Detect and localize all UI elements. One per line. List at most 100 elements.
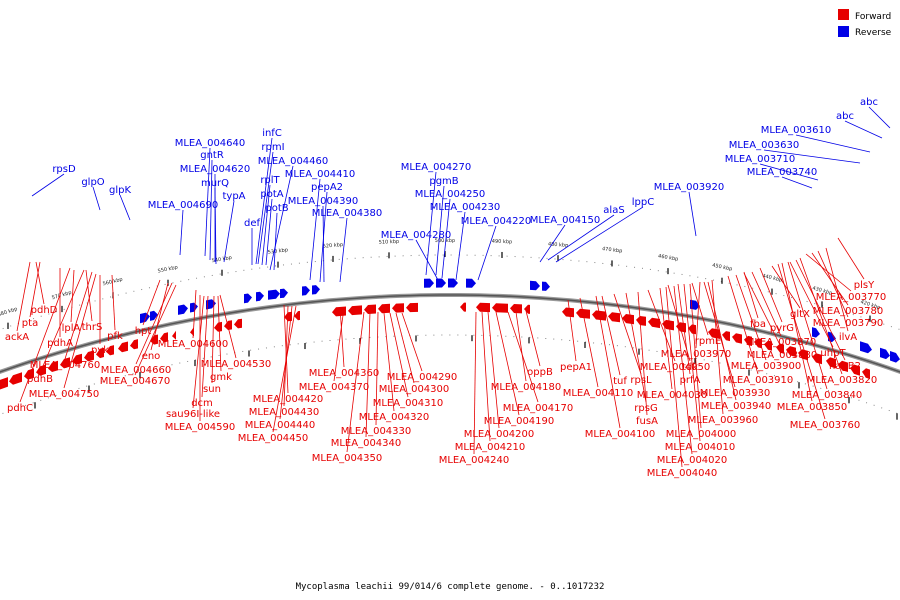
reverse-gene-arrow <box>280 288 288 299</box>
forward-gene-label: MLEA_003790 <box>813 318 884 329</box>
reverse-leader-line <box>339 217 348 283</box>
reverse-gene-label: MLEA_004390 <box>288 196 359 207</box>
reverse-gene-arrow <box>256 291 264 302</box>
legend-reverse-label: Reverse <box>855 28 892 38</box>
forward-gene-label: pyrG <box>770 323 794 334</box>
forward-gene-arrow <box>172 330 176 340</box>
reverse-gene-label: MLEA_003710 <box>725 154 796 165</box>
forward-leader-line <box>665 286 683 468</box>
forward-gene-label: tdk <box>682 362 698 373</box>
reverse-gene-label: MLEA_004230 <box>430 202 501 213</box>
forward-gene-label: MLEA_003930 <box>700 388 771 399</box>
forward-gene-arrow <box>476 302 490 313</box>
forward-leader-line <box>771 265 801 309</box>
forward-leader-line <box>711 279 724 415</box>
forward-gene-arrow <box>636 316 646 326</box>
reverse-gene-arrow <box>302 286 310 296</box>
reverse-gene-label: MLEA_003740 <box>747 167 818 178</box>
reverse-gene-label: glpK <box>109 185 131 196</box>
forward-leader-line <box>727 275 759 375</box>
forward-leader-line <box>613 293 642 375</box>
reverse-gene-arrow <box>812 327 820 338</box>
forward-leader-line <box>795 259 846 361</box>
forward-gene-label: MLEA_004210 <box>455 442 526 453</box>
forward-gene-arrow <box>798 349 808 361</box>
reverse-gene-label: MLEA_004380 <box>312 208 383 219</box>
forward-leader-line <box>134 284 177 376</box>
forward-gene-arrow <box>84 350 94 362</box>
forward-leader-line <box>743 271 759 319</box>
forward-gene-label: MLEA_004020 <box>657 455 728 466</box>
forward-leader-line <box>751 271 782 337</box>
tick-label: 440 kbp <box>762 273 783 284</box>
forward-leader-line <box>637 291 648 416</box>
forward-gene-label: MLEA_004450 <box>238 433 309 444</box>
forward-gene-label: eno <box>142 351 161 362</box>
forward-leader-line <box>777 263 826 420</box>
forward-gene-label: lplA <box>62 323 81 334</box>
forward-leader-line <box>365 311 371 438</box>
reverse-leader-line <box>688 191 697 237</box>
reverse-gene-label: MLEA_004620 <box>180 164 251 175</box>
forward-gene-arrow <box>862 368 870 380</box>
forward-leader-line <box>515 311 527 382</box>
forward-gene-label: prfA <box>680 375 701 386</box>
forward-leader-line <box>19 267 71 403</box>
forward-gene-arrow <box>106 345 114 356</box>
reverse-gene-label: gntR <box>200 150 224 161</box>
forward-leader-line <box>707 281 737 401</box>
reverse-gene-label: glpO <box>81 177 104 188</box>
forward-leader-line <box>759 267 783 323</box>
forward-gene-label: MLEA_004370 <box>299 382 370 393</box>
reverse-gene-label: abc <box>836 111 854 122</box>
forward-gene-label: MLEA_004320 <box>359 412 430 423</box>
forward-gene-label: MLEA_003840 <box>792 390 863 401</box>
reverse-gene-arrow <box>268 289 280 300</box>
forward-gene-arrow <box>96 347 104 359</box>
forward-gene-arrow <box>332 306 346 317</box>
reverse-leader-line <box>435 185 445 276</box>
forward-gene-arrow <box>130 339 138 350</box>
forward-leader-line <box>35 261 45 305</box>
reverse-leader-line <box>763 149 861 164</box>
reverse-leader-line <box>31 173 65 197</box>
reverse-gene-label: potB <box>265 203 288 214</box>
forward-gene-label: pdhA <box>47 338 73 349</box>
reverse-gene-arrow <box>530 280 540 291</box>
reverse-gene-arrow <box>244 293 252 304</box>
reverse-gene-label: MLEA_004410 <box>285 169 356 180</box>
reverse-gene-label: def <box>244 218 261 229</box>
tick-label: 540 kbp <box>211 255 232 264</box>
reverse-leader-line <box>257 151 274 265</box>
forward-gene-label: fba <box>750 319 766 330</box>
reverse-leader-line <box>844 120 883 139</box>
reverse-gene-label: rpsD <box>52 164 76 175</box>
forward-leader-line <box>735 274 767 361</box>
reverse-gene-arrow <box>436 278 446 288</box>
forward-leader-line <box>601 295 621 376</box>
forward-leader-line <box>787 261 828 390</box>
forward-leader-line <box>283 305 289 407</box>
legend-reverse-swatch <box>838 26 849 37</box>
forward-gene-label: rpsG <box>634 403 657 414</box>
forward-gene-label: MLEA_004420 <box>253 394 324 405</box>
reverse-leader-line <box>455 211 466 281</box>
forward-leader-line <box>192 289 197 339</box>
forward-gene-label: MLEA_004240 <box>439 455 510 466</box>
forward-gene-arrow <box>118 341 128 353</box>
inner-dotted-ring <box>0 334 900 415</box>
reverse-leader-line <box>781 176 813 189</box>
forward-gene-label: MLEA_003910 <box>723 375 794 386</box>
reverse-gene-arrow <box>860 341 872 354</box>
reverse-gene-label: abc <box>860 97 878 108</box>
reverse-gene-arrow <box>828 331 836 343</box>
reverse-gene-label: MLEA_003610 <box>761 125 832 136</box>
forward-gene-arrow <box>460 302 466 312</box>
forward-gene-label: MLEA_004670 <box>100 376 171 387</box>
reverse-gene-arrow <box>890 351 900 363</box>
forward-leader-line <box>691 282 709 336</box>
reverse-leader-line <box>119 194 131 221</box>
